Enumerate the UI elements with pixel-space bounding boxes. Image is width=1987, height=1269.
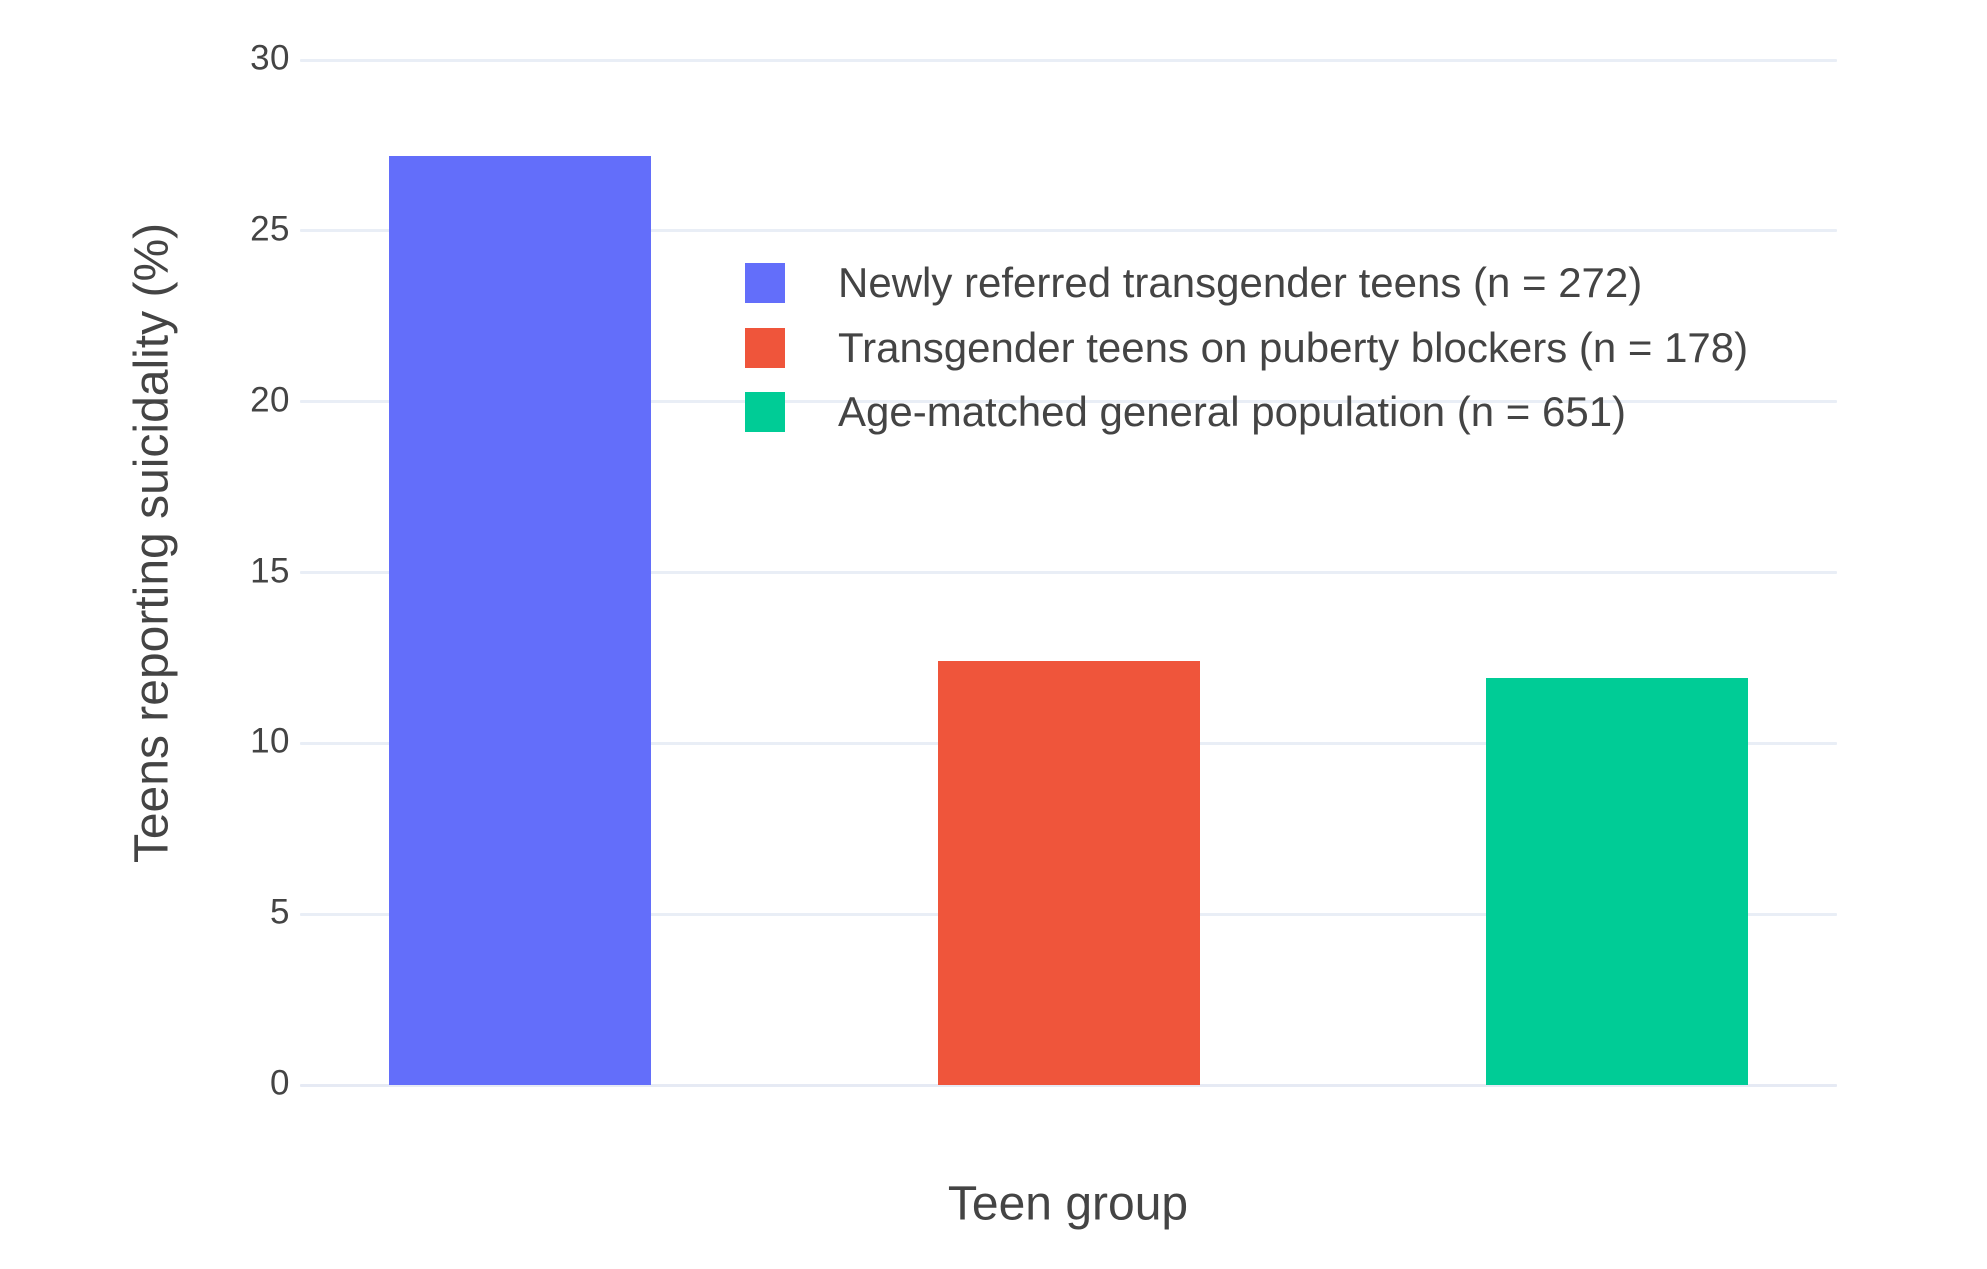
- legend-label: Transgender teens on puberty blockers (n…: [838, 323, 1749, 371]
- gridline-y-20: [300, 400, 1837, 404]
- x-axis-title: Teen group: [947, 1177, 1189, 1231]
- legend-item-2[interactable]: Transgender teens on puberty blockers (n…: [745, 324, 1748, 371]
- bar-2[interactable]: [937, 661, 1200, 1085]
- y-axis-title: Teens reporting suicidality (%): [125, 222, 179, 864]
- bar-3[interactable]: [1486, 678, 1749, 1085]
- zero-line: [300, 1083, 1837, 1087]
- legend-item-3[interactable]: Age-matched general population (n = 651): [745, 388, 1626, 435]
- y-tick-label-15: 15: [250, 550, 290, 590]
- y-tick-label-25: 25: [250, 209, 290, 249]
- legend-swatch-icon: [745, 327, 785, 368]
- y-tick-label-5: 5: [270, 892, 290, 932]
- gridline-y-15: [300, 571, 1837, 574]
- y-tick-label-30: 30: [250, 38, 290, 78]
- legend-label: Newly referred transgender teens (n = 27…: [838, 259, 1643, 306]
- legend-swatch-icon: [745, 392, 785, 432]
- legend-item-1[interactable]: Newly referred transgender teens (n = 27…: [745, 259, 1642, 306]
- gridline-y-30: [300, 58, 1837, 62]
- gridline-y-25: [300, 229, 1837, 233]
- legend-swatch-icon: [745, 263, 785, 303]
- y-tick-label-20: 20: [250, 380, 290, 420]
- y-tick-label-0: 0: [270, 1063, 290, 1103]
- bar-1[interactable]: [388, 155, 651, 1085]
- legend-label: Age-matched general population (n = 651): [838, 388, 1627, 435]
- y-tick-label-10: 10: [250, 721, 290, 761]
